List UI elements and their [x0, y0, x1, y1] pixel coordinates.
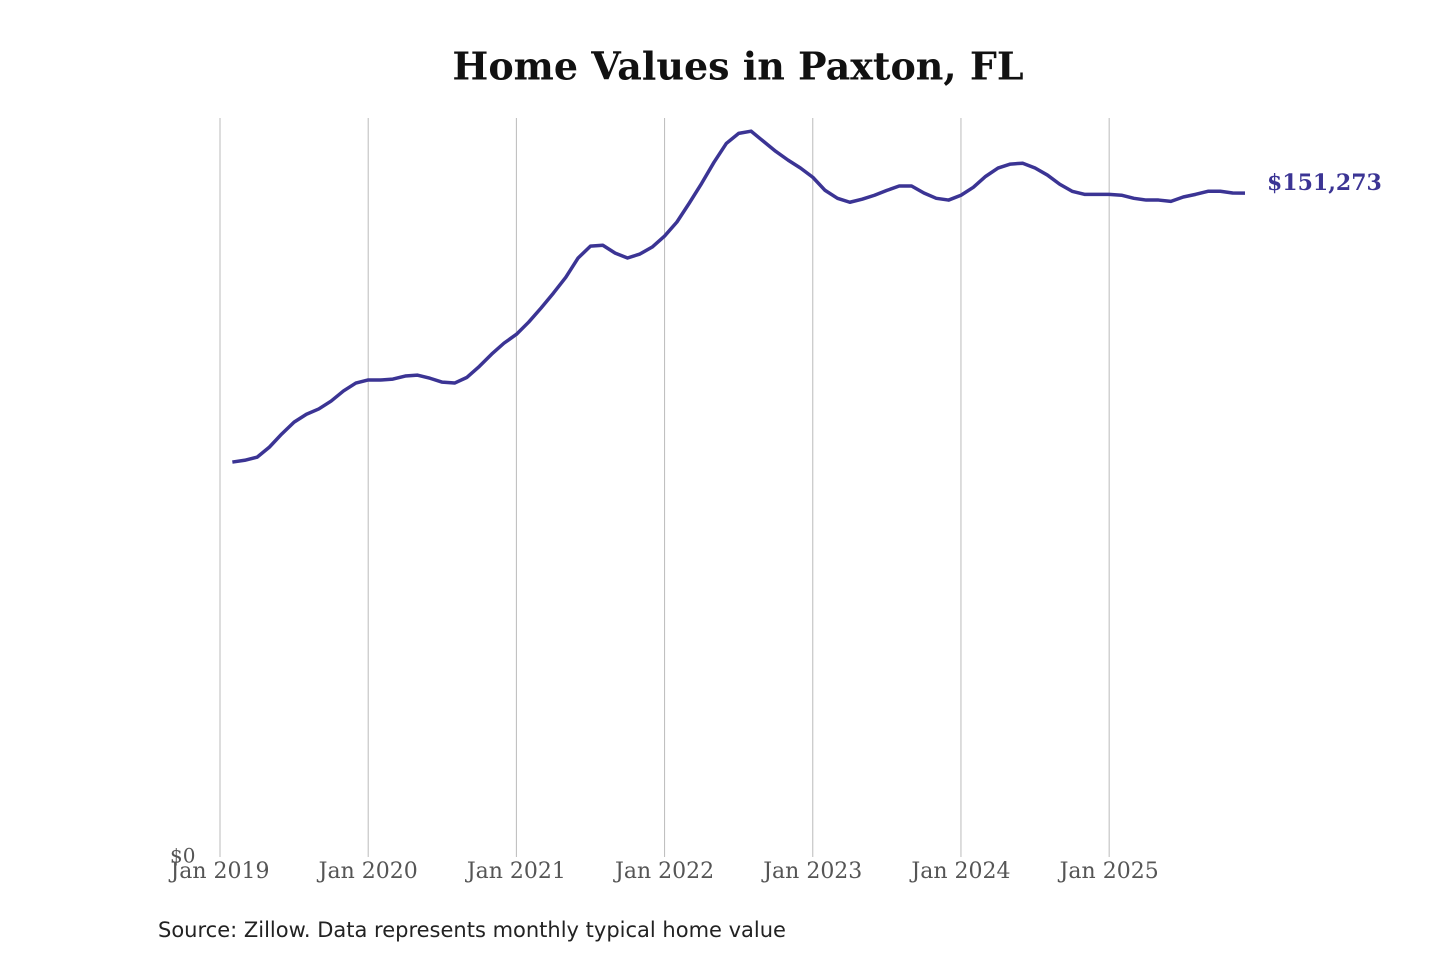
- x-tick-label: Jan 2022: [613, 859, 714, 884]
- chart-title: Home Values in Paxton, FL: [452, 44, 1023, 89]
- x-tick-label: Jan 2023: [761, 859, 862, 884]
- x-tick-label: Jan 2025: [1058, 859, 1159, 884]
- x-tick-label: Jan 2019: [168, 859, 269, 884]
- value-label: $151,273: [1267, 170, 1382, 196]
- data-line: [232, 129, 1246, 464]
- x-tick-label: Jan 2021: [465, 859, 566, 884]
- source-note: Source: Zillow. Data represents monthly …: [158, 918, 786, 942]
- y-tick-label: $0: [170, 844, 195, 868]
- x-tick-label: Jan 2024: [909, 859, 1010, 884]
- x-tick-label: Jan 2020: [317, 859, 418, 884]
